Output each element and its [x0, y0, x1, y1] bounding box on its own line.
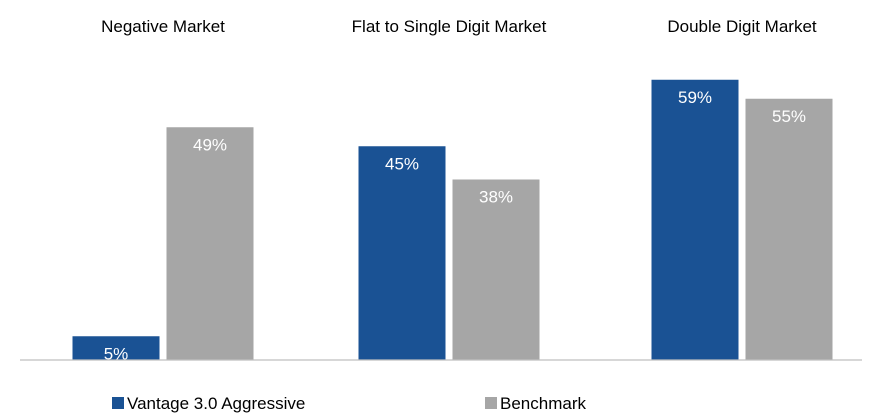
legend-swatch [112, 397, 124, 409]
category-label: Double Digit Market [667, 17, 817, 36]
bar [452, 179, 540, 360]
bar [651, 79, 739, 360]
legend-swatch [485, 397, 497, 409]
data-label: 49% [193, 135, 227, 154]
bar [358, 146, 446, 360]
legend-label: Vantage 3.0 Aggressive [127, 394, 305, 413]
data-label: 59% [678, 88, 712, 107]
data-label: 38% [479, 188, 513, 207]
category-labels: Negative Market Flat to Single Digit Mark… [101, 17, 817, 36]
data-labels: 5% 49% 45% 38% 59% 55% [104, 88, 806, 364]
bars [72, 79, 833, 360]
legend: Vantage 3.0 Aggressive Benchmark [112, 394, 586, 413]
data-label: 55% [772, 107, 806, 126]
bar [166, 127, 254, 360]
category-label: Flat to Single Digit Market [352, 17, 547, 36]
data-label: 5% [104, 344, 129, 363]
bar [72, 336, 160, 360]
data-label: 45% [385, 154, 419, 173]
legend-label: Benchmark [500, 394, 586, 413]
category-label: Negative Market [101, 17, 225, 36]
bar [745, 98, 833, 360]
